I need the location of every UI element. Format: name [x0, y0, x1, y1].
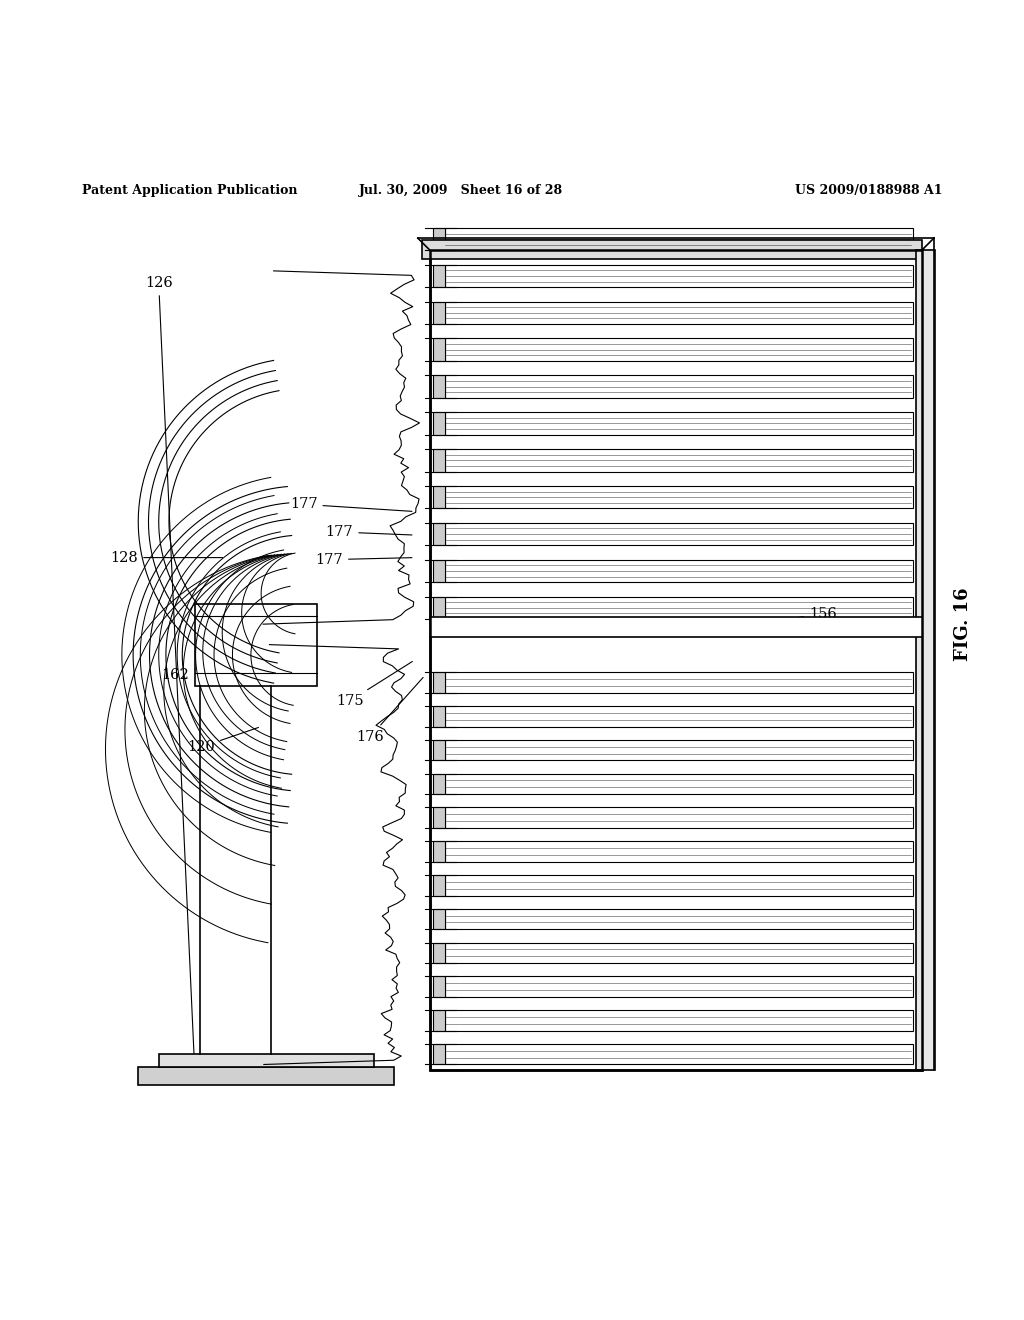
Text: 177: 177 — [315, 553, 412, 566]
Bar — [433, 301, 445, 325]
Bar — [138, 1067, 394, 1085]
Bar — [195, 603, 317, 685]
Bar — [433, 1044, 445, 1064]
Text: Patent Application Publication: Patent Application Publication — [82, 183, 297, 197]
Bar — [430, 251, 922, 1069]
Bar — [433, 977, 445, 997]
Text: 177: 177 — [290, 498, 412, 511]
Bar — [433, 1010, 445, 1031]
Bar — [445, 486, 913, 508]
Bar — [445, 977, 913, 997]
Text: 128: 128 — [111, 550, 222, 565]
Bar — [433, 875, 445, 895]
Bar — [433, 672, 445, 693]
Bar — [433, 486, 445, 508]
Bar — [445, 597, 913, 619]
Bar — [445, 412, 913, 434]
Text: 120: 120 — [187, 727, 258, 754]
Bar — [445, 706, 913, 726]
Text: 156: 156 — [720, 607, 837, 628]
Bar — [433, 741, 445, 760]
Bar — [433, 523, 445, 545]
Bar — [445, 875, 913, 895]
Bar — [433, 597, 445, 619]
Bar — [445, 1010, 913, 1031]
Text: 175: 175 — [336, 661, 413, 708]
Text: 126: 126 — [144, 276, 197, 1063]
Bar — [445, 375, 913, 397]
Bar — [445, 560, 913, 582]
Bar — [445, 449, 913, 471]
Bar — [433, 375, 445, 397]
Bar — [422, 240, 922, 259]
Text: 177: 177 — [326, 525, 412, 539]
Bar — [445, 338, 913, 360]
Bar — [433, 909, 445, 929]
Bar — [433, 808, 445, 828]
Bar — [445, 808, 913, 828]
Bar — [433, 774, 445, 795]
Bar — [433, 228, 445, 251]
Text: 176: 176 — [356, 677, 423, 743]
Bar — [445, 523, 913, 545]
Bar — [445, 909, 913, 929]
Bar — [433, 560, 445, 582]
Bar — [433, 706, 445, 726]
Bar — [430, 616, 922, 638]
Bar — [433, 942, 445, 964]
Bar — [445, 228, 913, 251]
Bar — [445, 841, 913, 862]
Bar — [159, 1055, 374, 1067]
Bar — [430, 251, 922, 1069]
Bar — [445, 265, 913, 288]
Text: 162: 162 — [162, 661, 227, 682]
Bar — [445, 942, 913, 964]
Bar — [433, 449, 445, 471]
Bar — [445, 774, 913, 795]
Bar — [445, 672, 913, 693]
Bar — [445, 301, 913, 325]
Text: FIG. 16: FIG. 16 — [953, 587, 972, 661]
Bar — [433, 412, 445, 434]
Text: Jul. 30, 2009   Sheet 16 of 28: Jul. 30, 2009 Sheet 16 of 28 — [358, 183, 563, 197]
Text: US 2009/0188988 A1: US 2009/0188988 A1 — [795, 183, 942, 197]
Bar — [445, 1044, 913, 1064]
Bar — [445, 741, 913, 760]
Bar — [433, 841, 445, 862]
Bar — [433, 265, 445, 288]
Bar — [433, 338, 445, 360]
Bar — [916, 251, 935, 1069]
